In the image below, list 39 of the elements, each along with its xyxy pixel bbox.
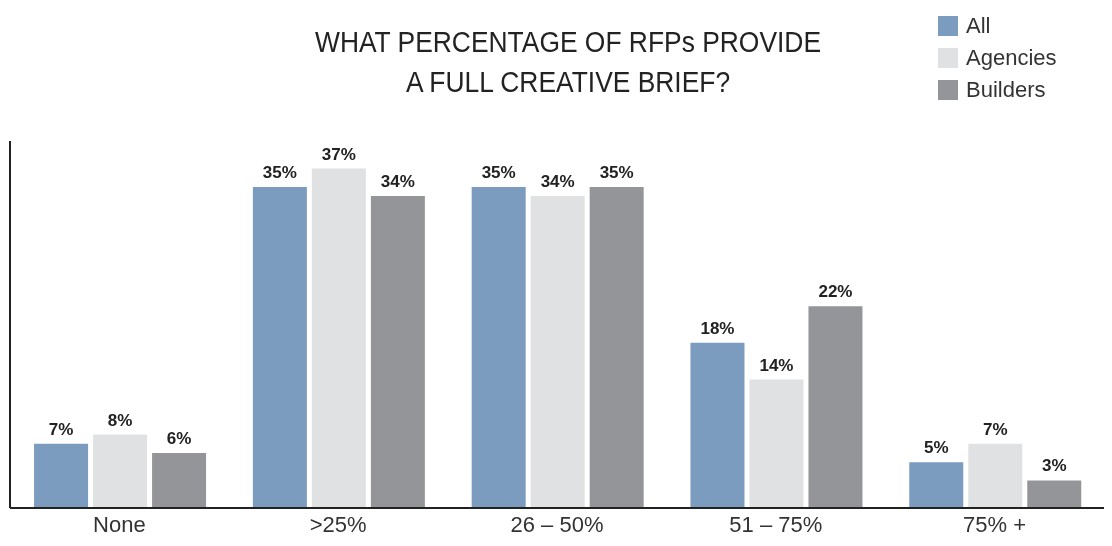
bar xyxy=(1027,480,1082,508)
bar xyxy=(530,196,585,508)
data-label: 35% xyxy=(481,162,516,182)
chart-title: WHAT PERCENTAGE OF RFPs PROVIDE A FULL CREATIVE BRIEF? xyxy=(313,24,823,100)
bar xyxy=(370,196,425,508)
data-label: 35% xyxy=(599,162,634,182)
x-tick-label: 51 – 75% xyxy=(729,511,823,537)
data-label: 5% xyxy=(923,438,949,458)
x-tick-label: >25% xyxy=(309,511,367,537)
bar xyxy=(471,186,526,508)
x-tick-label: 26 – 50% xyxy=(510,511,604,537)
bar xyxy=(311,168,366,508)
data-label: 22% xyxy=(818,282,853,302)
bar xyxy=(808,306,863,508)
bar xyxy=(152,452,207,508)
data-label: 34% xyxy=(380,172,415,192)
data-label: 37% xyxy=(321,144,356,164)
x-tick-label: 75% + xyxy=(963,511,1027,537)
bar xyxy=(252,186,307,508)
data-label: 35% xyxy=(262,162,297,182)
legend-label: Agencies xyxy=(966,45,1057,71)
data-label: 6% xyxy=(166,428,192,448)
bar xyxy=(34,443,89,508)
bar xyxy=(589,186,644,508)
x-tick-label: None xyxy=(93,511,146,537)
legend-label: Builders xyxy=(966,77,1046,103)
legend-label: All xyxy=(966,13,991,39)
bar xyxy=(93,434,148,508)
data-label: 14% xyxy=(759,355,794,375)
data-label: 3% xyxy=(1041,456,1067,476)
bar xyxy=(909,462,964,508)
bar xyxy=(968,443,1023,508)
data-label: 18% xyxy=(700,318,735,338)
bar xyxy=(690,342,745,508)
data-label: 7% xyxy=(48,419,74,439)
data-label: 7% xyxy=(982,419,1008,439)
data-label: 8% xyxy=(107,410,133,430)
bar xyxy=(749,379,804,508)
data-label: 34% xyxy=(540,172,575,192)
